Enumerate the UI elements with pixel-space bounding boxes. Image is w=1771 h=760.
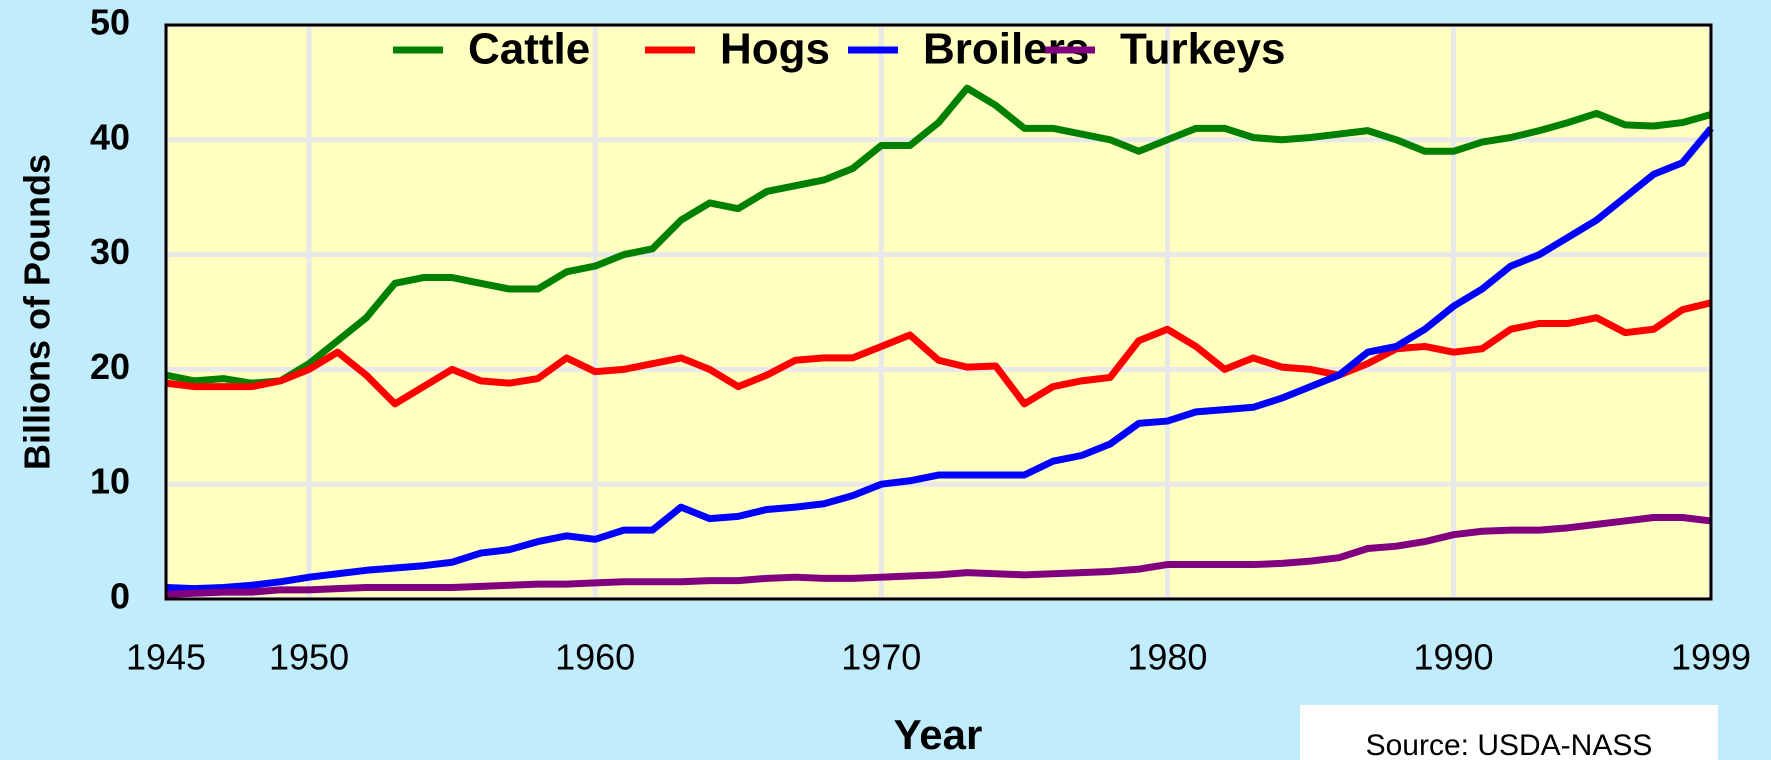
y-tick-label: 0 — [110, 576, 130, 617]
series-line — [165, 513, 1712, 598]
series-line — [165, 126, 1714, 593]
y-tick-label: 40 — [90, 116, 130, 157]
x-tick-label: 1980 — [1127, 637, 1207, 678]
y-tick-label: 50 — [90, 2, 130, 43]
x-tick-label: 1950 — [269, 637, 349, 678]
x-tick-label: 1990 — [1413, 637, 1493, 678]
plot-area — [166, 25, 1711, 599]
x-tick-label: 1960 — [555, 637, 635, 678]
series-line — [165, 84, 1712, 387]
x-axis-label: Year — [894, 711, 983, 758]
legend-label: Hogs — [720, 25, 830, 74]
y-tick-label: 30 — [90, 231, 130, 272]
plot-border — [164, 23, 1713, 601]
legend-label: Turkeys — [1120, 25, 1286, 74]
y-tick-label: 10 — [90, 461, 130, 502]
x-tick-label: 1999 — [1671, 637, 1751, 678]
x-tick-label: 1945 — [126, 637, 206, 678]
lines — [165, 84, 1714, 598]
source-box — [1300, 705, 1718, 760]
legend-label: Cattle — [468, 25, 590, 74]
series-line — [165, 299, 1712, 408]
y-axis-label: Billions of Pounds — [17, 154, 58, 470]
y-tick-label: 20 — [90, 346, 130, 387]
source: Source: USDA-NASS — [1366, 729, 1653, 760]
x-tick-label: 1970 — [841, 637, 921, 678]
